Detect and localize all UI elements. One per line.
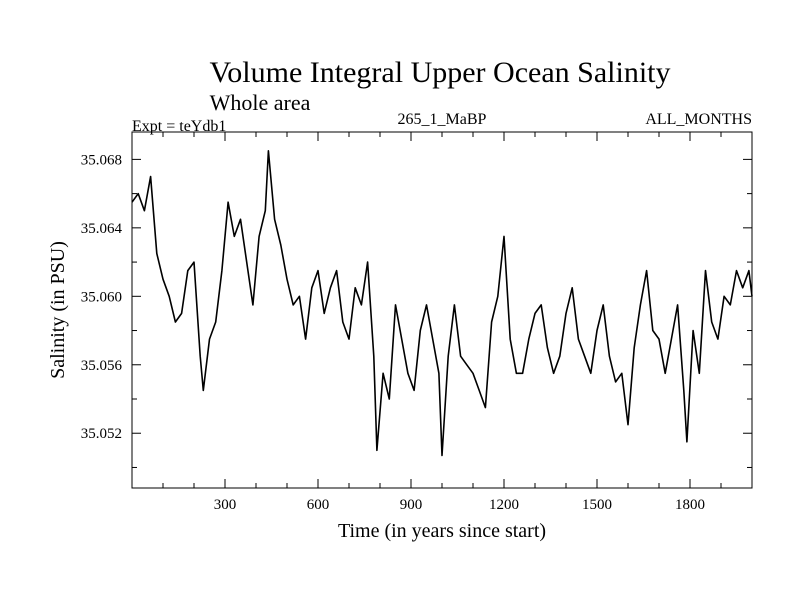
x-tick-label: 600 <box>307 497 330 513</box>
chart-subtitle: Whole area <box>210 90 311 115</box>
expt-label: Expt = teYdb1 <box>132 118 226 135</box>
y-tick-label: 35.068 <box>81 152 122 168</box>
y-axis-label: Salinity (in PSU) <box>47 241 69 379</box>
salinity-series-line <box>131 150 753 457</box>
x-tick-label: 1200 <box>489 497 519 513</box>
run-label: 265_1_MaBP <box>398 111 487 128</box>
y-tick-label: 35.056 <box>81 358 123 374</box>
y-tick-label: 35.060 <box>81 289 122 305</box>
x-tick-label: 1500 <box>582 497 612 513</box>
series-group <box>131 150 753 457</box>
x-tick-label: 1800 <box>675 497 705 513</box>
chart-title: Volume Integral Upper Ocean Salinity <box>210 56 671 89</box>
x-tick-label: 300 <box>214 497 237 513</box>
axis-tick-labels: 300 600 900 1200 1500 1800 35.052 35.056 35.060 3… <box>81 152 705 513</box>
x-tick-label: 900 <box>400 497 423 513</box>
months-label: ALL_MONTHS <box>645 111 752 128</box>
axis-ticks <box>132 132 752 488</box>
x-axis-label: Time (in years since start) <box>338 520 546 542</box>
y-tick-label: 35.064 <box>81 221 123 237</box>
y-tick-label: 35.052 <box>81 426 122 442</box>
